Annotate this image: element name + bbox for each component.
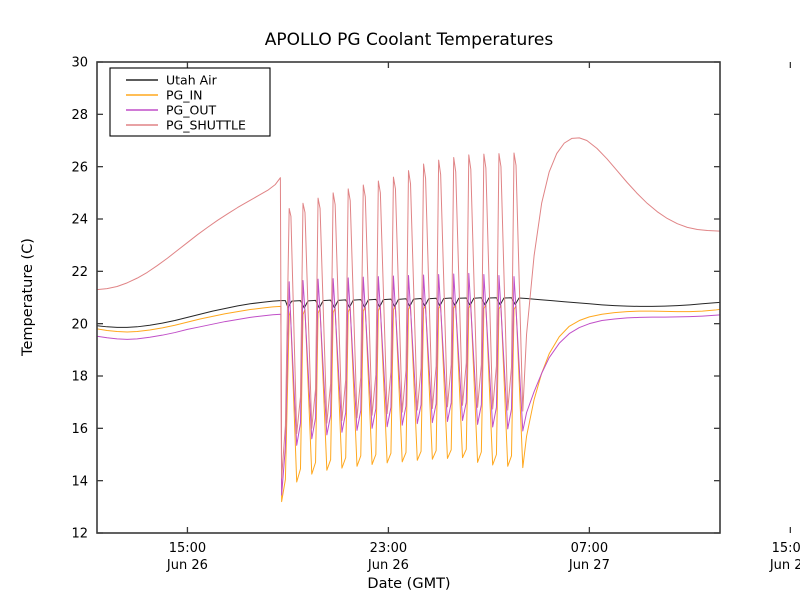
x-tick-label-time: 07:00 (571, 541, 608, 556)
data-series-group (97, 137, 720, 503)
y-tick-label: 28 (71, 108, 88, 123)
series-line-pg-in (97, 304, 720, 503)
x-axis-label: Date (GMT) (367, 576, 450, 592)
x-tick-label-time: 15:00 (772, 541, 800, 556)
y-tick-label: 12 (71, 527, 88, 542)
y-tick-label: 24 (71, 213, 88, 228)
legend-label-pg-out[interactable]: PG_OUT (166, 102, 216, 117)
legend-label-utah air[interactable]: Utah Air (166, 72, 218, 87)
y-tick-label: 20 (71, 317, 88, 332)
y-tick-label: 30 (71, 56, 88, 71)
y-axis-ticks: 12 14 16 18 20 22 24 26 28 30 (71, 56, 720, 542)
plot-frame (96, 61, 721, 534)
series-line-pg-out (97, 272, 720, 496)
y-tick-label: 18 (71, 370, 88, 385)
y-tick-label: 14 (71, 474, 88, 489)
y-tick-label: 26 (71, 160, 88, 175)
x-tick-label-date: Jun 27 (568, 558, 610, 573)
x-tick-label-date: Jun 27 (769, 558, 800, 573)
chart-title: APOLLO PG Coolant Temperatures (265, 30, 554, 50)
x-tick-label-date: Jun 26 (166, 558, 208, 573)
y-tick-label: 16 (71, 422, 88, 437)
y-axis-label: Temperature (C) (20, 238, 36, 357)
x-tick-label-date: Jun 26 (367, 558, 409, 573)
y-tick-label: 22 (71, 265, 88, 280)
x-tick-label-time: 23:00 (370, 541, 407, 556)
series-line-pg-shuttle (97, 137, 720, 479)
legend-label-pg-shuttle[interactable]: PG_SHUTTLE (166, 117, 246, 132)
legend-label-pg-in[interactable]: PG_IN (166, 87, 203, 102)
x-tick-label-time: 15:00 (169, 541, 206, 556)
x-axis-ticks: 15:00 Jun 26 23:00 Jun 26 07:00 Jun 27 15:00 Ju… (166, 62, 800, 573)
